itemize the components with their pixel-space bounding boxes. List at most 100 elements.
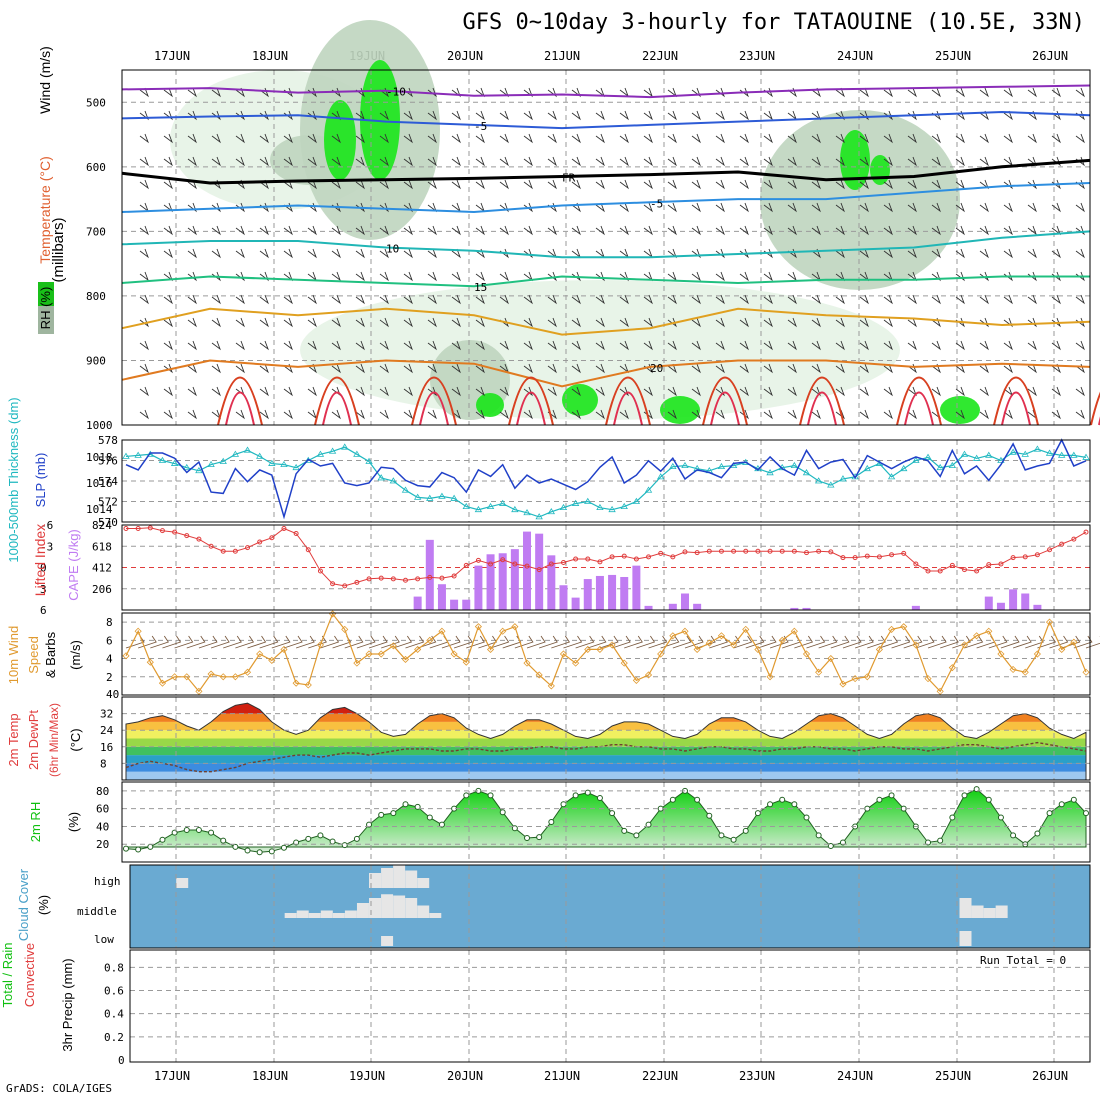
wind-barb — [187, 409, 197, 420]
wind-barb — [427, 386, 437, 397]
wind-barb — [1027, 202, 1037, 213]
wind-barb — [595, 133, 605, 144]
wind-speed-point — [669, 632, 677, 640]
wind-barb — [667, 363, 677, 374]
wind-barb — [787, 202, 797, 213]
wind-barb — [739, 156, 749, 167]
wind-barb — [931, 225, 941, 236]
wind-barb — [307, 179, 317, 190]
wind-barb — [355, 271, 365, 282]
wind-speed-point — [973, 632, 981, 640]
wind-barb — [691, 294, 701, 305]
wind-barb — [571, 294, 581, 305]
cloud-bar — [959, 931, 972, 946]
cape-bar — [911, 605, 920, 610]
lifted-index-point — [378, 575, 384, 581]
rh-unit-label: (%) — [66, 812, 81, 832]
thickness-point — [620, 502, 628, 510]
rh-point — [584, 789, 591, 796]
cape-bar — [984, 596, 993, 610]
wind-barb — [835, 363, 845, 374]
rh-point — [694, 796, 701, 803]
wind-barb — [979, 294, 989, 305]
wind-barb — [547, 110, 557, 121]
wind-barb — [979, 340, 989, 351]
wind-barb — [523, 110, 533, 121]
surface-wind-barb — [575, 635, 595, 649]
surface-wind-barb — [818, 635, 838, 649]
cloud-bar — [971, 905, 984, 918]
rh-point — [718, 832, 725, 839]
temp-tick: 32 — [100, 708, 113, 721]
rh-point — [159, 836, 166, 843]
wind-barb — [739, 225, 749, 236]
wind-barb — [499, 110, 509, 121]
thickness-point — [158, 456, 167, 463]
date-label-bottom: 25JUN — [935, 1069, 971, 1083]
wind-barb — [595, 386, 605, 397]
rh-point — [633, 832, 640, 839]
wind-barb — [187, 386, 197, 397]
lifted-index-point — [305, 547, 311, 553]
thickness-point — [972, 454, 981, 461]
wind-barb — [187, 340, 197, 351]
date-label-top: 24JUN — [837, 49, 873, 63]
wind-barb — [259, 386, 269, 397]
lifted-index-point — [767, 548, 773, 554]
wind-barb — [907, 225, 917, 236]
wind-barb — [619, 294, 629, 305]
wind-barb — [619, 133, 629, 144]
surface-wind-barb — [745, 635, 765, 649]
lifted-index-point — [670, 554, 676, 560]
wind-barb — [715, 294, 725, 305]
cloud-bar — [995, 905, 1008, 918]
lifted-index-point — [269, 535, 275, 541]
wind-barb — [139, 156, 149, 167]
precip-total-label: Total / Rain — [0, 942, 15, 1007]
wind-barb — [307, 110, 317, 121]
thickness-point — [292, 463, 300, 471]
wind-barb — [163, 294, 173, 305]
cape-bar — [474, 565, 483, 610]
thickness-point — [839, 475, 847, 482]
wind-barb — [1075, 133, 1085, 144]
wind-speed-point — [414, 645, 422, 654]
lifted-index-point — [123, 526, 129, 532]
wind-barb — [715, 317, 725, 328]
wind-barb — [1003, 340, 1013, 351]
wind-barb — [763, 317, 773, 328]
wind-barb — [427, 156, 437, 167]
surface-wind-barb — [952, 635, 972, 649]
wind-barb — [139, 294, 149, 305]
rh-point — [742, 827, 749, 834]
wind-barb — [355, 179, 365, 190]
wind-barb — [379, 110, 389, 121]
wind-barb — [1027, 179, 1037, 190]
rh-point — [268, 848, 275, 855]
thickness-point — [887, 473, 896, 480]
cape-bar — [680, 593, 689, 610]
cloud-bar — [393, 895, 406, 918]
wind-barb — [979, 202, 989, 213]
pressure-tick: 900 — [86, 354, 106, 367]
wind-barb — [163, 248, 173, 259]
wind-barb — [763, 363, 773, 374]
wind-barb — [1003, 202, 1013, 213]
wind-barb — [259, 363, 269, 374]
surface-wind-barb — [1049, 635, 1069, 649]
wind-barb — [955, 202, 965, 213]
wind-barb — [739, 386, 749, 397]
wind-barb — [235, 156, 245, 167]
lifted-index-point — [925, 568, 931, 574]
rh-point — [414, 803, 421, 810]
temperature-axis-label: Temperature (°C) — [37, 156, 53, 264]
cloud-unit-label: (%) — [36, 895, 51, 915]
rh-point — [378, 811, 385, 818]
wind-speed-point — [511, 623, 519, 631]
thickness-point — [499, 499, 507, 506]
lifted-index-point — [451, 573, 457, 579]
cape-bar — [583, 579, 592, 610]
contour-label: FR — [562, 172, 576, 185]
wind-barb — [523, 225, 533, 236]
wind-barb — [715, 110, 725, 121]
